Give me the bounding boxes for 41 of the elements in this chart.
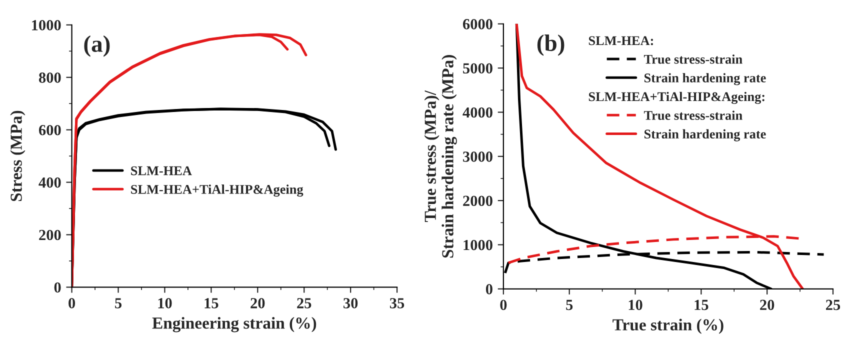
y-tick-label: 4000 xyxy=(462,107,492,118)
x-tick-label: 15 xyxy=(204,298,218,308)
y-tick-label: 3000 xyxy=(463,152,492,162)
y-tick-label: 1000 xyxy=(32,20,61,30)
y-tick-label: 400 xyxy=(38,177,61,188)
y-tick-label: 1000 xyxy=(464,240,492,250)
y-tick-label: 0 xyxy=(54,282,61,293)
x-tick-label: 20 xyxy=(760,300,774,310)
x-tick-label: 35 xyxy=(390,298,404,308)
legend-label: True stress-strain xyxy=(644,54,742,64)
y-axis-title: Stress (MPa) xyxy=(10,110,26,202)
annotation: (a) xyxy=(84,35,110,57)
x-tick-label: 15 xyxy=(694,300,708,310)
y-tick-label: 6000 xyxy=(462,19,492,30)
x-axis-title: Engineering strain (%) xyxy=(152,317,316,332)
x-tick-label: 5 xyxy=(566,300,573,310)
y-tick-label: 200 xyxy=(39,230,61,240)
x-tick-label: 5 xyxy=(115,298,122,308)
y-tick-label: 5000 xyxy=(463,63,492,74)
x-tick-label: 25 xyxy=(297,298,312,308)
x-tick-label: 0 xyxy=(500,300,507,310)
x-axis-title: True strain (%) xyxy=(612,318,724,334)
y-tick-label: 600 xyxy=(38,124,61,136)
annotation: SLM-HEA: xyxy=(588,36,654,46)
y-tick-label: 800 xyxy=(38,72,61,83)
y-tick-label: 2000 xyxy=(463,196,492,206)
legend-label: Strain hardening rate xyxy=(644,129,766,142)
x-tick-label: 20 xyxy=(250,298,265,308)
legend-label: Strain hardening rate xyxy=(644,73,766,86)
legend-label: SLM-HEA xyxy=(131,166,192,176)
legend-label: SLM-HEA+TiAl-HIP&Ageing xyxy=(131,184,304,197)
x-tick-label: 10 xyxy=(628,300,642,310)
x-tick-label: 25 xyxy=(826,300,840,310)
annotation: (b) xyxy=(537,34,564,56)
y-tick-label: 0 xyxy=(486,284,492,294)
legend-label: True stress-strain xyxy=(644,110,742,120)
x-tick-label: 10 xyxy=(158,298,172,308)
x-tick-label: 0 xyxy=(68,298,76,308)
x-tick-label: 30 xyxy=(344,298,358,308)
annotation: SLM-HEA+TiAl-HIP&Ageing: xyxy=(588,92,764,104)
y-axis-title: True stress (MPa)/ Strain hardening rate (MPa) xyxy=(424,55,457,258)
